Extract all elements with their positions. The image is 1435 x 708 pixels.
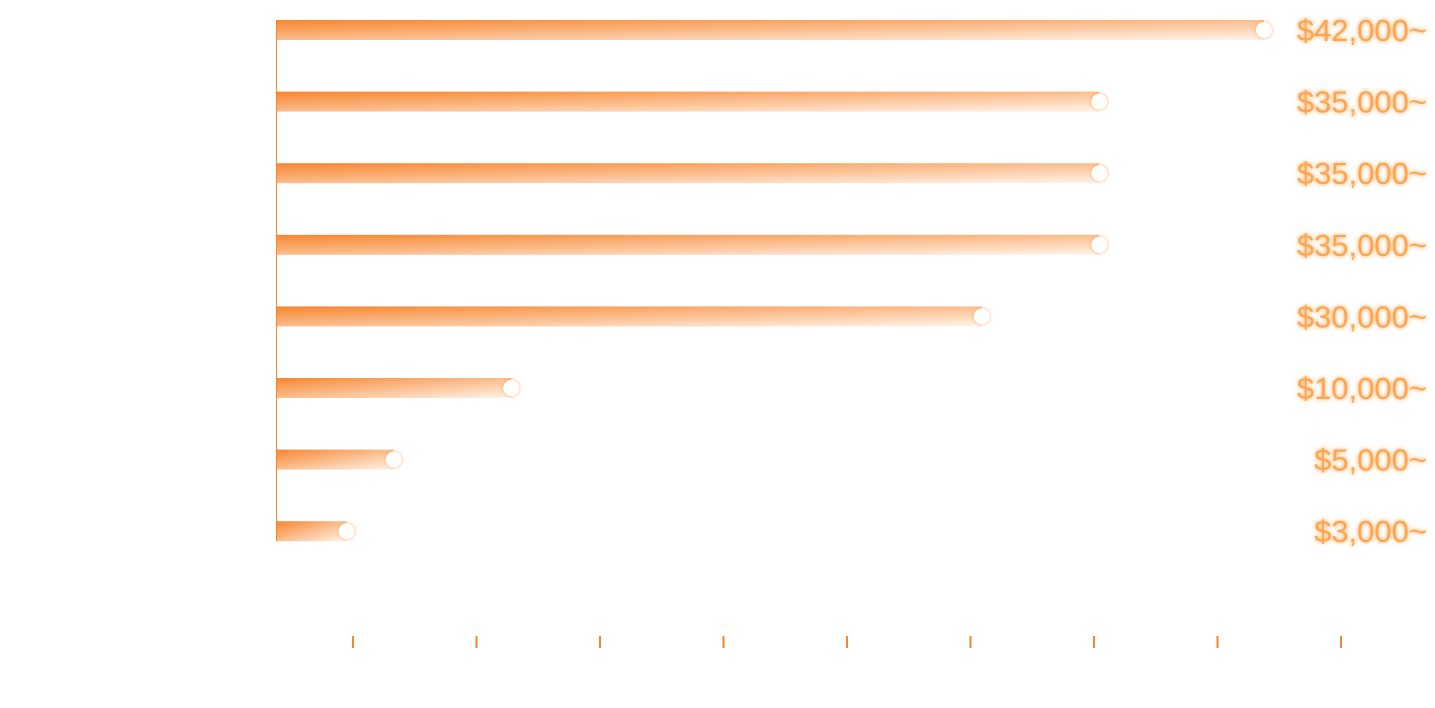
value-label-7: $3,000~: [1314, 514, 1427, 549]
value-label-3: $35,000~: [1297, 228, 1427, 263]
value-label-1: $35,000~: [1297, 85, 1427, 120]
bar-end-knob-5: [503, 380, 520, 396]
bar-7: [276, 521, 347, 542]
bar-4: [276, 306, 982, 327]
bar-end-knob-1: [1091, 93, 1108, 110]
bar-5: [276, 378, 512, 398]
bar-end-knob-6: [385, 451, 402, 468]
bar-end-knob-7: [338, 523, 355, 540]
value-label-5: $10,000~: [1297, 371, 1427, 406]
bar-end-knob-2: [1091, 165, 1108, 182]
value-label-6: $5,000~: [1314, 443, 1427, 478]
bar-1: [276, 91, 1100, 112]
value-label-2: $35,000~: [1297, 156, 1427, 191]
bar-2: [276, 163, 1100, 184]
bar-6: [276, 449, 394, 470]
bar-end-knob-3: [1091, 236, 1108, 253]
bar-0: [276, 20, 1264, 40]
bar-3: [276, 234, 1100, 255]
value-label-4: $30,000~: [1297, 299, 1427, 334]
bar-end-knob-4: [973, 308, 990, 325]
bar-end-knob-0: [1256, 22, 1272, 38]
value-label-0: $42,000~: [1297, 13, 1427, 48]
